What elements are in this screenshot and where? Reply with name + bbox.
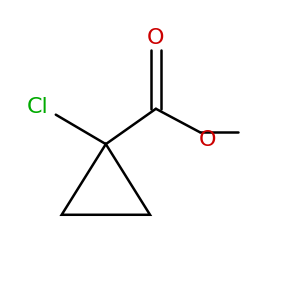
Text: Cl: Cl <box>27 97 49 117</box>
Text: O: O <box>199 130 216 150</box>
Text: O: O <box>147 28 165 48</box>
